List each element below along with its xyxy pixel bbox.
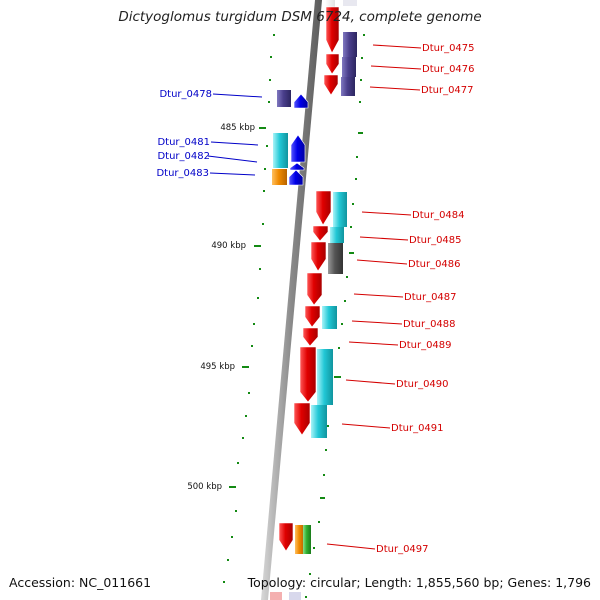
gene-arrow-0475[interactable] — [325, 6, 340, 54]
cog-bar-0476 — [342, 57, 356, 77]
cog-bar-0486 — [328, 243, 343, 274]
gene-label-0475[interactable]: Dtur_0475 — [422, 43, 475, 54]
outer-tick-track-left — [223, 34, 275, 583]
gene-label-0478[interactable]: Dtur_0478 — [159, 89, 212, 100]
kbp-label-490: 490 kbp — [211, 241, 246, 251]
cog-bar-0482 — [273, 162, 288, 168]
kbp-label-485: 485 kbp — [220, 123, 255, 133]
reverse-strand-genes — [288, 93, 309, 186]
gene-label-0476[interactable]: Dtur_0476 — [422, 64, 475, 75]
forward-strand-genes — [278, 6, 340, 552]
gene-pale-bottom — [270, 592, 282, 600]
gene-pale-top — [325, 0, 335, 8]
cog-bar-0484 — [333, 192, 347, 227]
kbp-label-495: 495 kbp — [200, 362, 235, 372]
gene-arrow-0487[interactable] — [306, 272, 323, 306]
cog-bar-0488 — [322, 306, 337, 329]
cog-bar-0483 — [272, 169, 287, 185]
genome-backbone — [261, 0, 322, 600]
cog-bar-0490 — [317, 349, 333, 405]
cog-bar-0478 — [277, 90, 291, 107]
gene-arrow-0491[interactable] — [293, 402, 311, 436]
gene-label-0483[interactable]: Dtur_0483 — [156, 168, 209, 179]
topology-text: Topology: circular; Length: 1,855,560 bp… — [247, 575, 591, 590]
gene-label-0482[interactable]: Dtur_0482 — [157, 151, 210, 162]
gene-label-0486[interactable]: Dtur_0486 — [408, 259, 461, 270]
gene-arrow-0482[interactable] — [289, 162, 305, 171]
gene-arrow-0483[interactable] — [288, 169, 304, 186]
gene-arrow-0481[interactable] — [290, 134, 306, 163]
gene-label-0491[interactable]: Dtur_0491 — [391, 423, 444, 434]
accession-text: Accession: NC_011661 — [9, 575, 152, 590]
kbp-label-500: 500 kbp — [187, 482, 222, 492]
gene-arrow-0476[interactable] — [325, 53, 340, 75]
gene-label-0481[interactable]: Dtur_0481 — [157, 137, 210, 148]
cog-category-bars — [272, 32, 357, 554]
cog-bar-0497-orange — [295, 525, 304, 554]
gene-label-0487[interactable]: Dtur_0487 — [404, 292, 457, 303]
cog-bar-0481 — [273, 133, 288, 162]
gene-arrow-0490[interactable] — [299, 346, 317, 403]
gene-label-0485[interactable]: Dtur_0485 — [409, 235, 462, 246]
cog-bar-0475 — [343, 32, 357, 57]
kbp-tick-marks — [229, 127, 266, 488]
gene-label-0477[interactable]: Dtur_0477 — [421, 85, 474, 96]
gene-arrow-0478[interactable] — [293, 93, 309, 109]
gene-label-0489[interactable]: Dtur_0489 — [399, 340, 452, 351]
map-title: Dictyoglomus turgidum DSM 6724, complete… — [118, 9, 482, 25]
label-connectors-right — [326, 44, 422, 550]
gene-pale-bottom-2 — [289, 592, 301, 600]
cog-bar-0497-green — [303, 525, 311, 554]
gene-pale-top-2 — [343, 0, 357, 6]
cog-bar-0491 — [311, 405, 327, 438]
gene-arrow-0488[interactable] — [304, 305, 321, 328]
gene-arrow-0477[interactable] — [323, 74, 339, 96]
gene-label-0497[interactable]: Dtur_0497 — [376, 544, 429, 555]
gene-arrow-0486[interactable] — [310, 241, 327, 272]
cog-bar-0485 — [330, 227, 344, 243]
gene-arrow-0497[interactable] — [278, 522, 294, 552]
gene-arrow-0484[interactable] — [315, 190, 332, 226]
gene-label-0490[interactable]: Dtur_0490 — [396, 379, 449, 390]
label-connectors-left — [207, 93, 263, 176]
cog-bar-0477 — [341, 77, 355, 96]
gene-arrow-0485[interactable] — [312, 225, 329, 242]
gene-label-0488[interactable]: Dtur_0488 — [403, 319, 456, 330]
gene-label-0484[interactable]: Dtur_0484 — [412, 210, 465, 221]
gene-arrow-0489[interactable] — [302, 327, 319, 347]
